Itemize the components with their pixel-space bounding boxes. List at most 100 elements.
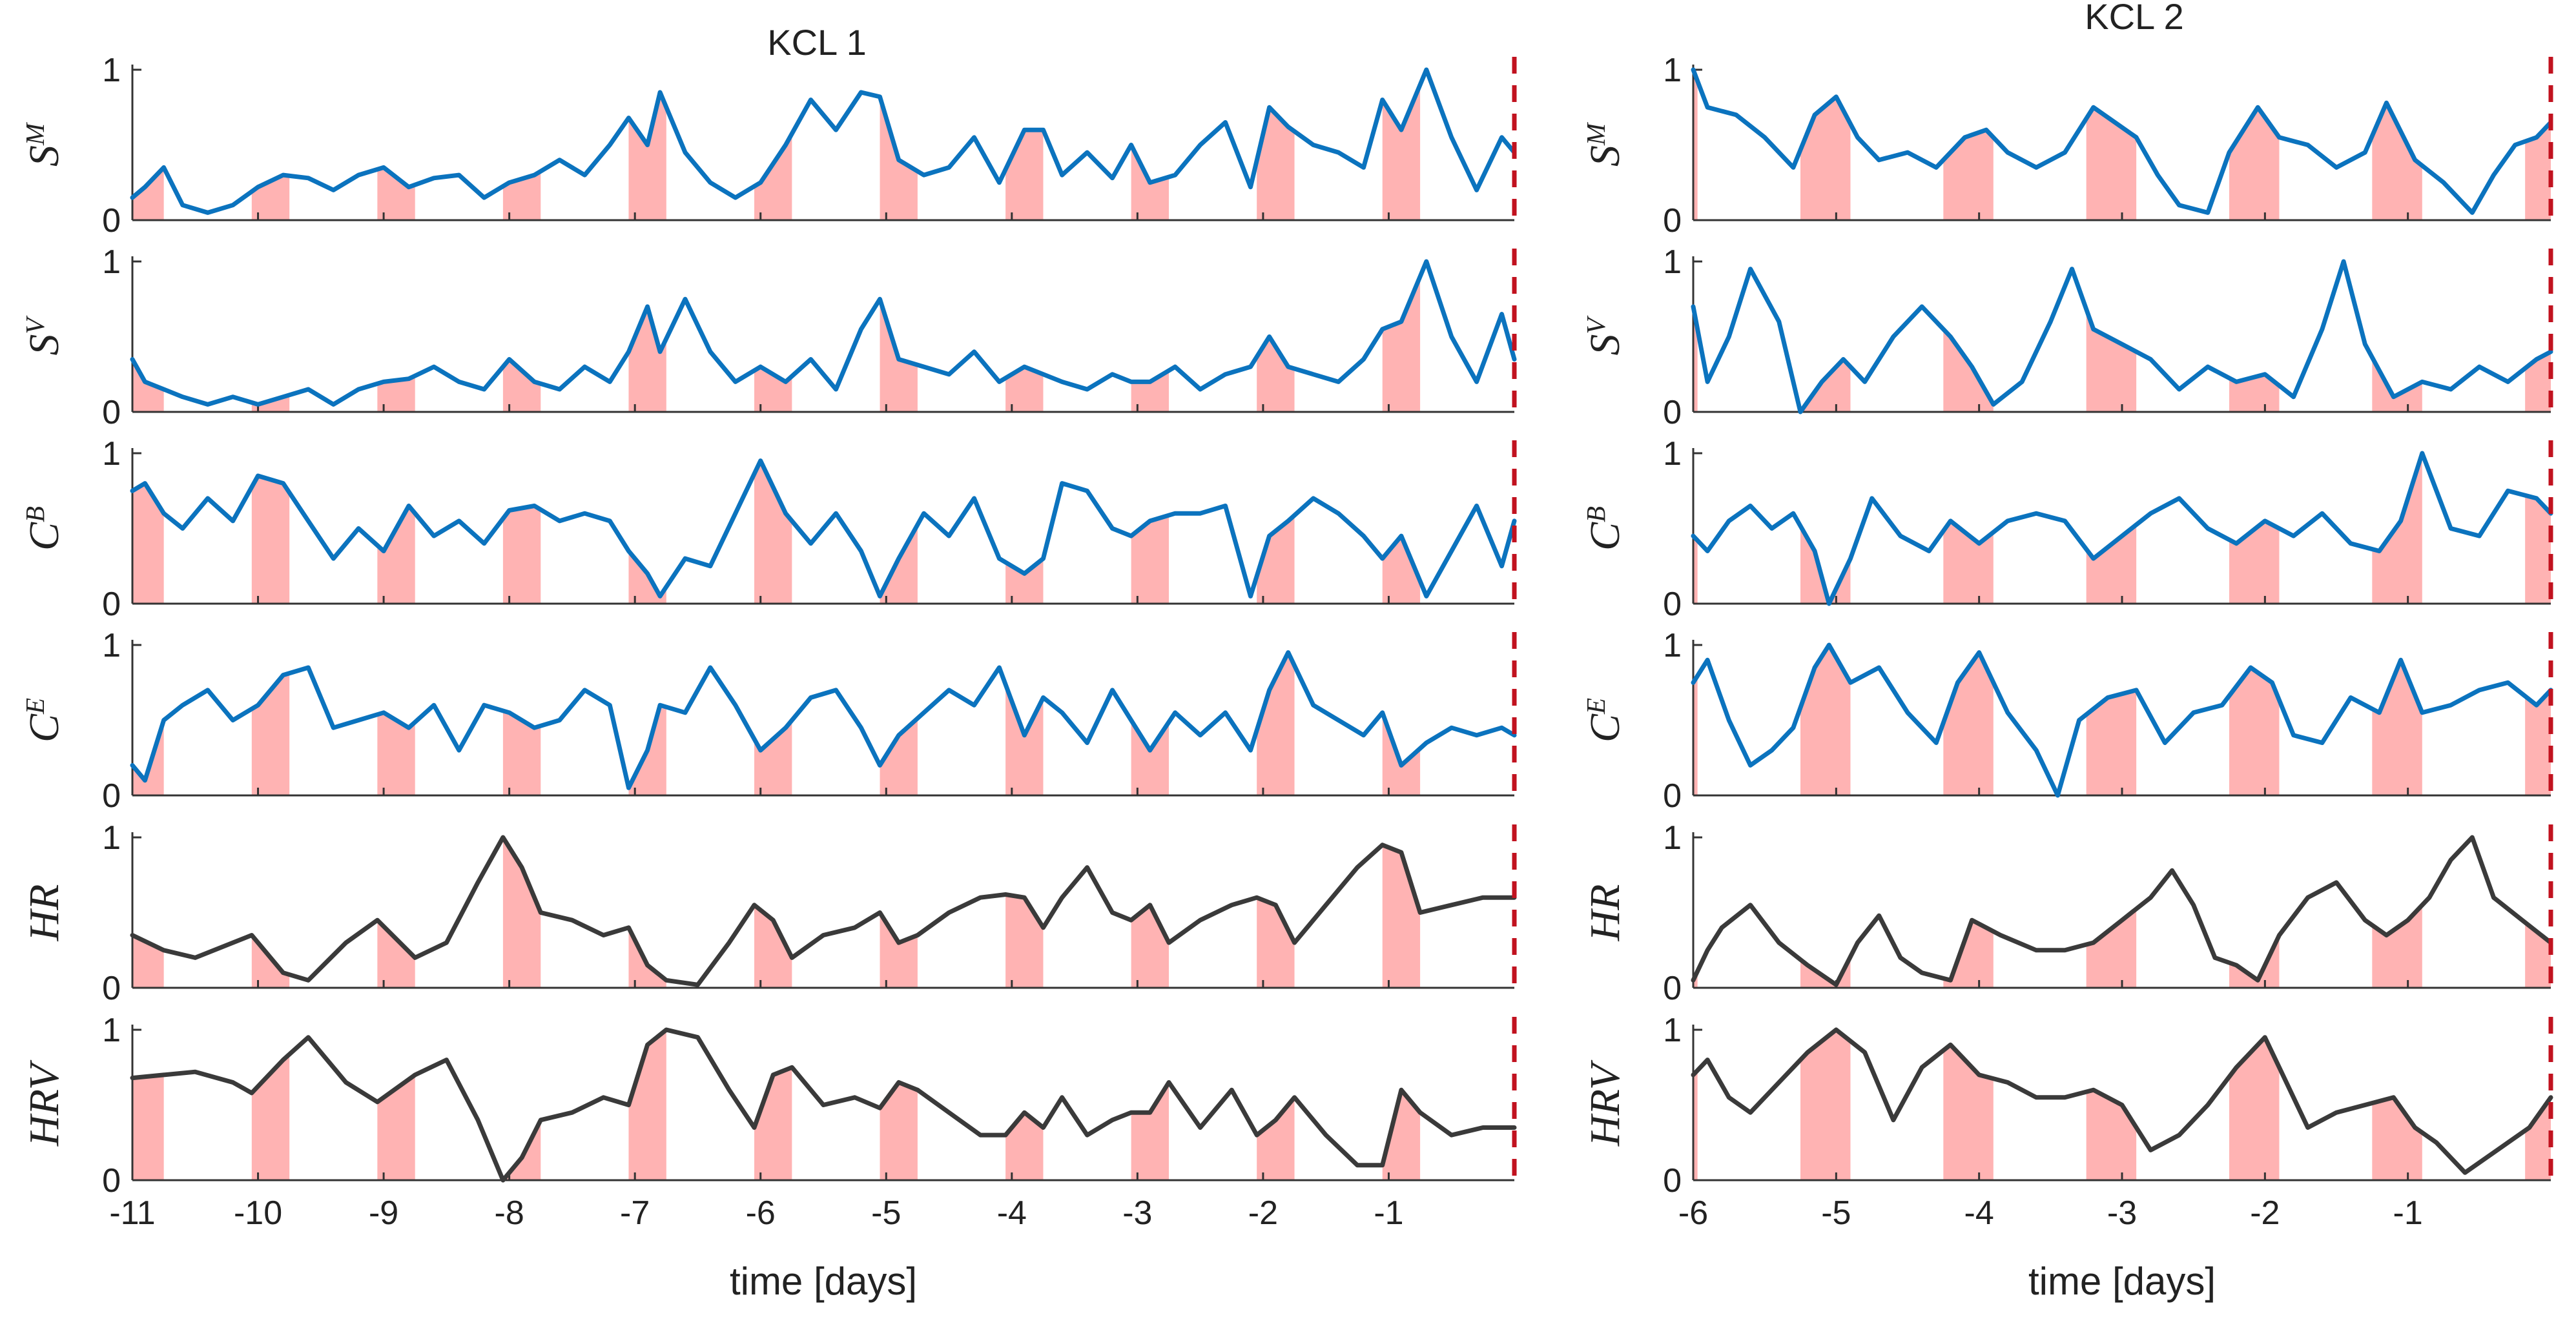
- shaded-band: [1005, 652, 1044, 795]
- shaded-band: [502, 837, 541, 988]
- series-line-cb: [130, 458, 1517, 598]
- y-label-base: S: [1582, 145, 1629, 167]
- shaded-band: [377, 70, 415, 220]
- shaded-band: [1800, 453, 1851, 604]
- y-label-sup: V: [21, 316, 50, 334]
- shaded-band: [1382, 70, 1421, 220]
- x-tick-label: -6: [1678, 1194, 1708, 1232]
- y-label-base: HR: [21, 884, 68, 942]
- shaded-band: [1800, 70, 1851, 220]
- x-tick-label: -4: [997, 1194, 1027, 1232]
- panel-ce: 0 1 CE: [21, 627, 1517, 815]
- shaded-band: [2525, 453, 2551, 604]
- x-tick-label: -9: [369, 1194, 398, 1232]
- y-tick-label: 0: [102, 970, 121, 1007]
- shaded-band: [1005, 1030, 1044, 1180]
- y-label-hrv: HRV: [21, 1059, 68, 1147]
- shaded-band: [132, 460, 164, 604]
- y-label-ce: CE: [1582, 698, 1629, 742]
- y-tick-label: 1: [102, 1012, 121, 1049]
- series-line-cb: [1691, 451, 2553, 606]
- x-tick-label: -10: [234, 1194, 282, 1232]
- panel-sm: 0 1 SM: [1582, 52, 2553, 240]
- shaded-band: [1693, 1030, 1698, 1180]
- series-line-hr: [1691, 835, 2553, 987]
- shaded-band: [2525, 261, 2551, 412]
- y-label-sup: M: [21, 122, 50, 146]
- shaded-band: [251, 70, 290, 220]
- shaded-band: [2525, 70, 2551, 220]
- shaded-band: [2525, 645, 2551, 795]
- x-tick-label: -2: [2250, 1194, 2280, 1232]
- shaded-band: [2086, 1030, 2137, 1180]
- panel-hrv: 0 1 -6 -5 -4 -3 -2 -1 HRV: [1582, 1012, 2553, 1232]
- series-line-sm: [130, 67, 1517, 215]
- y-tick-label: 1: [1663, 1012, 1682, 1049]
- shaded-band: [754, 460, 792, 604]
- y-tick-label: 1: [1663, 435, 1682, 473]
- shaded-band: [1257, 837, 1295, 988]
- panel-hr: 0 1 HR: [1582, 819, 2553, 1007]
- y-label-sup: E: [1582, 698, 1611, 715]
- y-tick-label: 0: [1663, 202, 1682, 240]
- shaded-band: [1943, 1030, 1994, 1180]
- y-tick-label: 1: [1663, 819, 1682, 857]
- shaded-band: [880, 652, 918, 795]
- x-tick-label: -5: [871, 1194, 901, 1232]
- shaded-band: [377, 837, 415, 988]
- shaded-band: [1131, 261, 1169, 412]
- y-label-base: HRV: [21, 1059, 68, 1147]
- shaded-band: [1800, 261, 1851, 412]
- shaded-band: [251, 837, 290, 988]
- series-line-sm: [1691, 67, 2553, 215]
- shaded-band: [2086, 645, 2137, 795]
- x-tick-label: -1: [2393, 1194, 2423, 1232]
- shaded-band: [1943, 837, 1994, 988]
- shaded-band: [502, 460, 541, 604]
- y-tick-label: 0: [102, 1162, 121, 1200]
- shaded-band: [880, 837, 918, 988]
- y-label-base: C: [1582, 522, 1629, 551]
- x-tick-label: -11: [109, 1194, 155, 1232]
- shaded-band: [1257, 261, 1295, 412]
- x-tick-label: -3: [1122, 1194, 1152, 1232]
- y-label-sup: M: [1582, 122, 1611, 146]
- shaded-band: [880, 70, 918, 220]
- series-line-ce: [1691, 642, 2553, 798]
- shaded-band: [1257, 652, 1295, 795]
- x-tick-label: -5: [1821, 1194, 1851, 1232]
- y-tick-label: 1: [102, 819, 121, 857]
- panel-cb: 0 1 CB: [1582, 435, 2553, 623]
- y-label-sv: SV: [1582, 316, 1629, 356]
- x-axis-label: time [days]: [2028, 1260, 2216, 1303]
- shaded-band: [754, 652, 792, 795]
- panel-sv: 0 1 SV: [21, 243, 1517, 431]
- y-tick-label: 0: [102, 586, 121, 623]
- shaded-band: [1005, 70, 1044, 220]
- y-label-base: C: [21, 713, 68, 742]
- y-tick-label: 0: [1663, 970, 1682, 1007]
- y-label-base: S: [1582, 334, 1629, 356]
- series-line-hrv: [1691, 1027, 2553, 1175]
- shaded-band: [1382, 261, 1421, 412]
- y-label-ce: CE: [21, 698, 68, 742]
- shaded-band: [2372, 70, 2422, 220]
- shaded-band: [1131, 1030, 1169, 1180]
- shaded-band: [1005, 261, 1044, 412]
- shaded-band: [1693, 70, 1698, 220]
- series-line-hr: [130, 835, 1517, 987]
- y-label-hr: HR: [21, 884, 68, 942]
- y-tick-label: 1: [1663, 52, 1682, 89]
- shaded-band: [754, 261, 792, 412]
- y-label-hr: HR: [1582, 884, 1629, 942]
- y-tick-label: 1: [1663, 243, 1682, 281]
- shaded-band: [628, 1030, 666, 1180]
- y-label-sup: B: [1582, 506, 1611, 522]
- shaded-band: [2229, 70, 2280, 220]
- y-label-sup: V: [1582, 316, 1611, 334]
- shaded-band: [502, 261, 541, 412]
- shaded-band: [132, 70, 164, 220]
- shaded-band: [754, 1030, 792, 1180]
- x-tick-label: -4: [1964, 1194, 1994, 1232]
